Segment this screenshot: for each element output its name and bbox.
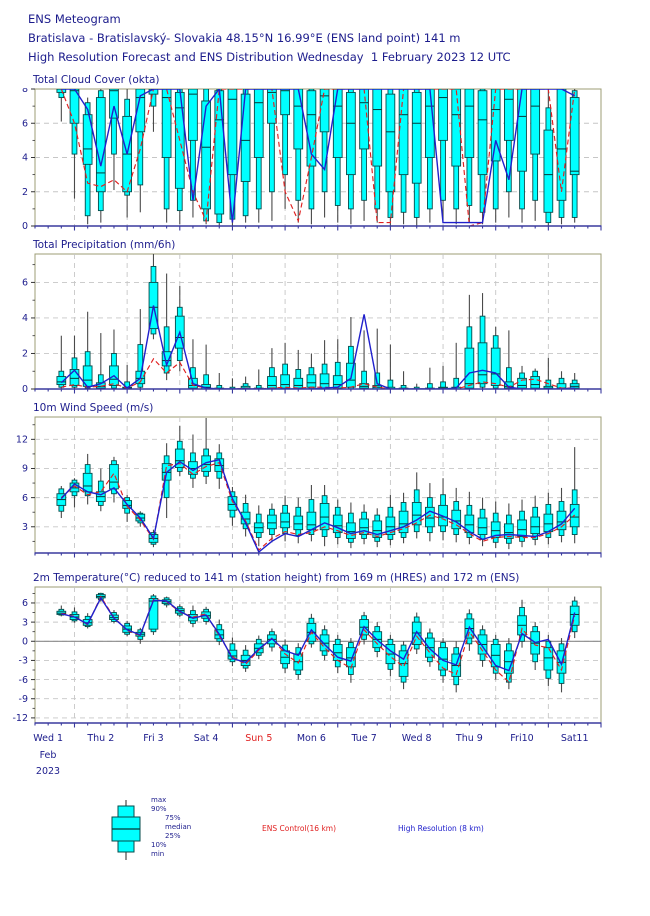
hres-line <box>60 458 576 553</box>
box-plots-group <box>56 417 580 553</box>
y-tick-label: 3 <box>22 522 28 533</box>
ens-control-line <box>61 357 575 389</box>
legend-stat-median: median <box>165 823 192 831</box>
y-tick-label: -9 <box>19 694 28 705</box>
day-label-wed-1: Wed 1 <box>33 733 64 744</box>
y-tick-label: 6 <box>22 598 28 609</box>
plot-frame <box>34 253 602 390</box>
temperature-title: 2m Temperature(°C) reduced to 141 m (sta… <box>33 572 520 584</box>
y-tick-label: -12 <box>12 713 28 724</box>
wind-speed-chart: 3 6 9 12 <box>16 416 602 558</box>
panel-precipitation: Total Precipitation (mm/6h) 0 2 4 6 <box>0 239 650 399</box>
box-plots-group <box>56 592 580 693</box>
ens-control-line <box>60 461 576 552</box>
legend-stat-labels: max 90% 75% median 25% 10% min <box>151 796 191 859</box>
legend-stat-10pct: 10% <box>151 841 167 849</box>
precipitation-title: Total Precipitation (mm/6h) <box>33 239 176 251</box>
y-tick-label: -6 <box>19 675 28 686</box>
legend-stat-90pct: 90% <box>151 805 167 813</box>
y-tick-label: 0 <box>22 636 28 647</box>
legend-stat-75pct: 75% <box>165 814 181 822</box>
y-tick-label: 9 <box>22 464 28 475</box>
y-tick-label: 6 <box>22 118 28 129</box>
header: ENS Meteogram Bratislava - Bratislavský-… <box>0 0 650 71</box>
wind-speed-title: 10m Wind Speed (m/s) <box>33 402 154 414</box>
day-label-tue-7: Tue 7 <box>351 733 377 744</box>
legend-stat-max: max <box>151 796 167 804</box>
day-label-sun-5: Sun 5 <box>245 733 273 744</box>
day-label-thu-2: Thu 2 <box>87 733 115 744</box>
legend-stat-min: min <box>151 850 165 858</box>
y-tick-label: 8 <box>22 88 28 95</box>
day-label-sat-4: Sat 4 <box>193 733 219 744</box>
header-line-1: ENS Meteogram <box>28 12 121 26</box>
y-tick-label: -3 <box>19 656 28 667</box>
ens-control-line <box>60 89 576 226</box>
y-tick-label: 12 <box>16 435 28 446</box>
y-tick-label: 3 <box>22 617 28 628</box>
legend: max 90% 75% median 25% 10% min ENS Control(16 … <box>0 790 650 878</box>
day-label-wed-8: Wed 8 <box>401 733 432 744</box>
y-tick-label: 2 <box>22 349 28 360</box>
box-plot-legend-glyph <box>111 800 141 860</box>
legend-hres-label: High Resolution (8 km) <box>398 824 484 833</box>
panel-wind-speed: 10m Wind Speed (m/s) 3 6 9 12 <box>0 402 650 563</box>
year-label: 2023 <box>35 766 61 777</box>
box-plots-group <box>56 254 580 389</box>
month-label: Feb <box>39 750 57 761</box>
x-axis-month-year: Feb 2023 <box>0 748 650 790</box>
day-label-fri10: Fri10 <box>510 733 534 744</box>
header-line-2: Bratislava - Bratislavský- Slovakia 48.1… <box>28 31 461 45</box>
y-tick-label: 6 <box>22 278 28 289</box>
cloud-cover-chart: 0 2 4 6 8 <box>22 88 602 232</box>
panel-temperature: 2m Temperature(°C) reduced to 141 m (sta… <box>0 572 650 733</box>
legend-ens-control-label: ENS Control(16 km) <box>262 824 337 833</box>
day-label-thu-9: Thu 9 <box>455 733 483 744</box>
y-tick-label: 4 <box>22 313 28 324</box>
legend-stat-25pct: 25% <box>165 832 181 840</box>
box-plots-group <box>56 89 580 226</box>
precipitation-chart: 0 2 4 6 <box>22 253 602 395</box>
day-label-mon-6: Mon 6 <box>296 733 326 744</box>
y-tick-label: 4 <box>22 153 28 164</box>
x-axis-day-labels: Wed 1 Thu 2 Fri 3 Sat 4 Sun 5 Mon 6 Tue 7 Wed 8… <box>0 733 650 748</box>
y-tick-label: 0 <box>22 221 28 232</box>
hres-line <box>61 89 576 224</box>
hres-line <box>61 596 576 672</box>
cloud-cover-title: Total Cloud Cover (okta) <box>33 74 160 86</box>
day-label-sat11: Sat11 <box>560 733 589 744</box>
day-label-fri-3: Fri 3 <box>143 733 164 744</box>
y-tick-label: 0 <box>22 384 28 395</box>
y-tick-label: 2 <box>22 187 28 198</box>
header-line-3: High Resolution Forecast and ENS Distrib… <box>28 50 511 64</box>
temperature-chart: -12 -9 -6 -3 0 3 6 <box>12 586 602 728</box>
panel-cloud-cover: Total Cloud Cover (okta) 0 2 4 6 8 <box>0 74 650 236</box>
y-tick-label: 6 <box>22 493 28 504</box>
plot-frame <box>34 416 602 554</box>
